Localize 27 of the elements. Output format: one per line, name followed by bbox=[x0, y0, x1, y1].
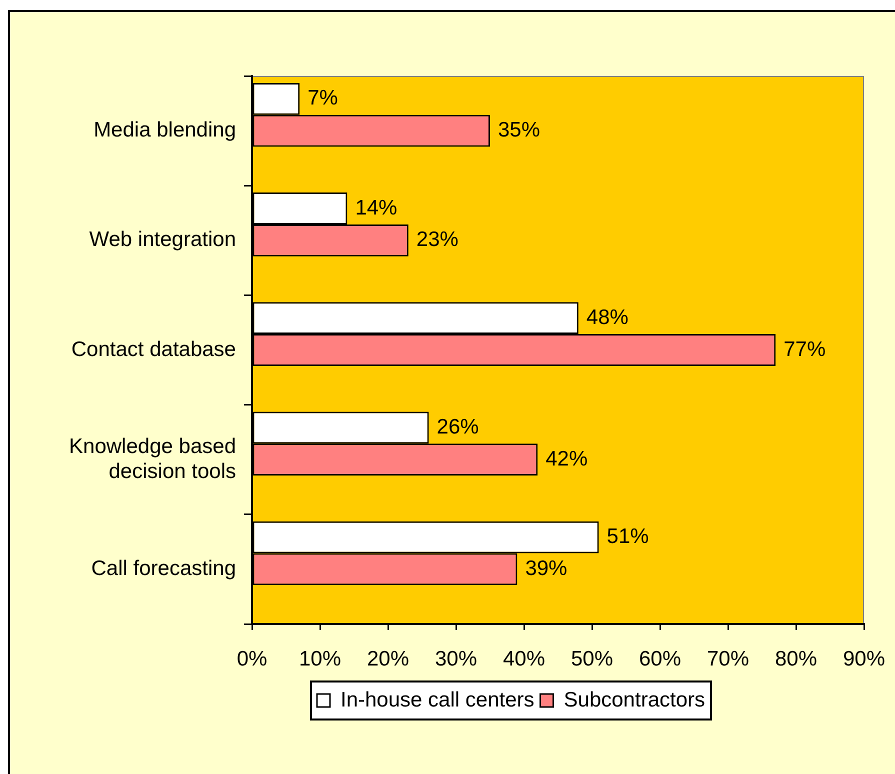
data-label: 42% bbox=[546, 447, 588, 470]
legend-label: Subcontractors bbox=[564, 688, 706, 712]
data-label: 7% bbox=[308, 86, 338, 110]
data-label: 77% bbox=[784, 338, 826, 361]
y-tick-label: Knowledge based decision tools bbox=[69, 434, 236, 483]
x-tick-label: 80% bbox=[774, 647, 818, 670]
data-label: 51% bbox=[606, 525, 649, 548]
y-tick-label: Call forecasting bbox=[91, 556, 236, 580]
y-tick-label: Media blending bbox=[94, 118, 236, 142]
x-tick-label: 10% bbox=[298, 647, 342, 670]
x-tick-label: 40% bbox=[502, 647, 546, 670]
y-tick-label: Web integration bbox=[89, 228, 236, 252]
x-tick-label: 20% bbox=[366, 647, 410, 670]
data-label: 23% bbox=[416, 228, 458, 252]
x-tick-label: 60% bbox=[638, 647, 682, 670]
x-tick-label: 90% bbox=[842, 647, 886, 670]
x-tick-label: 70% bbox=[706, 647, 750, 670]
data-label: 26% bbox=[436, 416, 479, 439]
y-tick-label: Contact database bbox=[71, 338, 236, 361]
x-tick-label: 30% bbox=[434, 647, 478, 670]
legend-label: In-house call centers bbox=[340, 688, 534, 712]
x-tick-label: 50% bbox=[570, 647, 614, 670]
data-label: 14% bbox=[355, 196, 398, 220]
data-label: 39% bbox=[525, 556, 568, 580]
x-tick-label: 0% bbox=[236, 647, 268, 670]
data-label: 35% bbox=[498, 118, 540, 142]
data-label: 48% bbox=[586, 306, 628, 329]
